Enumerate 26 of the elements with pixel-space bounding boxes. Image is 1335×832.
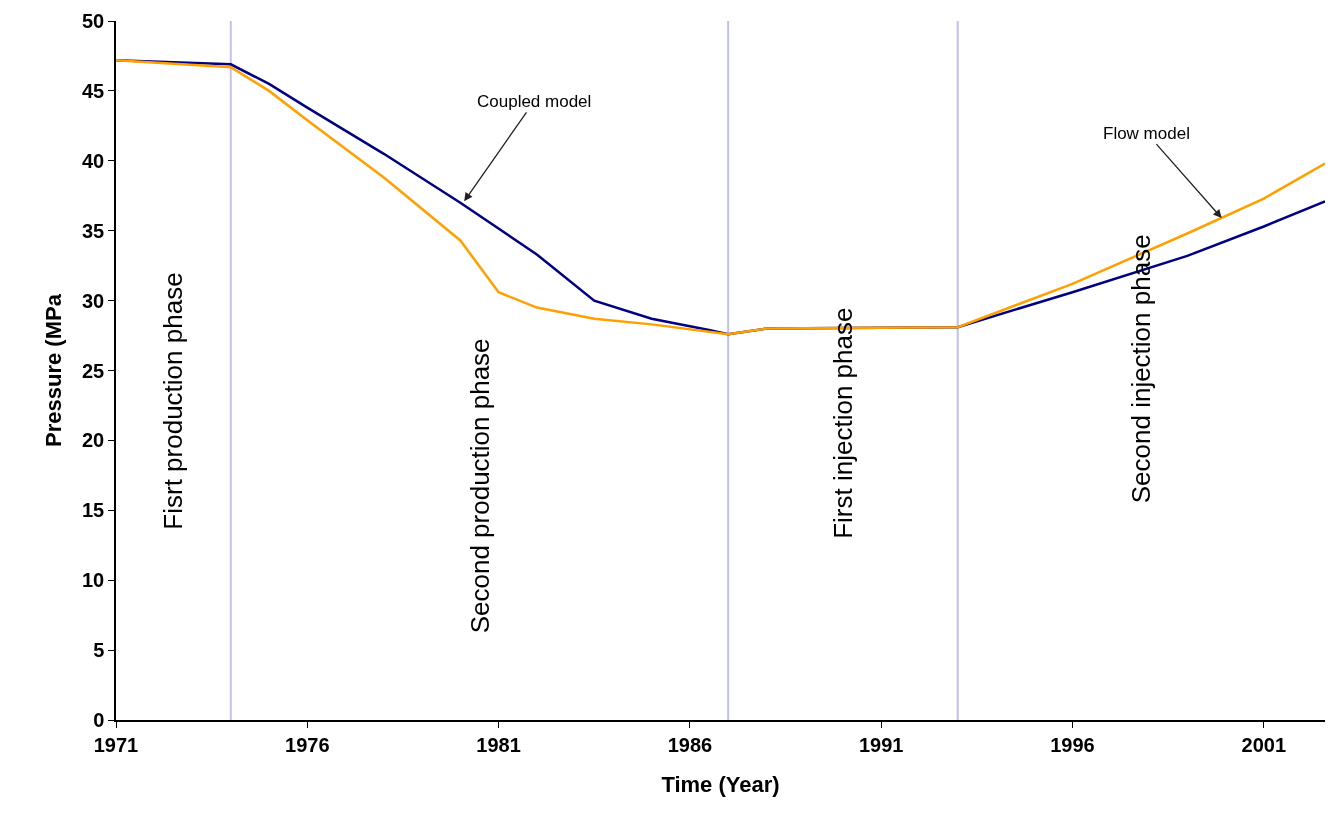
annotation: Second production phase — [464, 338, 495, 634]
annotation: Coupled model — [477, 92, 592, 111]
x-tick-label: 2001 — [1241, 733, 1287, 756]
x-axis-title: Time (Year) — [661, 772, 780, 798]
y-tick-label: 0 — [93, 709, 105, 731]
y-axis-title: Pressure (MPa — [41, 293, 67, 447]
y-tick-label: 10 — [82, 569, 105, 592]
x-tick-label: 1991 — [858, 733, 904, 756]
y-tick-label: 30 — [82, 289, 105, 312]
y-tick-label: 45 — [82, 79, 105, 102]
x-tick-label: 1986 — [667, 733, 713, 756]
x-tick-label: 1996 — [1050, 733, 1095, 756]
annotation: Second injection phase — [1126, 234, 1157, 504]
x-tick-label: 1976 — [285, 733, 330, 756]
annotation: Fisrt production phase — [158, 272, 189, 530]
y-tick-label: 5 — [93, 639, 105, 662]
y-tick-label: 50 — [82, 10, 105, 32]
annotation: Flow model — [1103, 124, 1190, 143]
y-tick-label: 15 — [82, 499, 105, 522]
y-tick-label: 35 — [82, 219, 105, 242]
x-tick-label: 1971 — [93, 733, 139, 756]
x-tick-label: 1981 — [476, 733, 521, 756]
annotation: First injection phase — [828, 307, 859, 539]
y-tick-label: 25 — [82, 359, 105, 382]
y-tick-label: 40 — [82, 149, 105, 172]
y-tick-label: 20 — [82, 429, 105, 452]
